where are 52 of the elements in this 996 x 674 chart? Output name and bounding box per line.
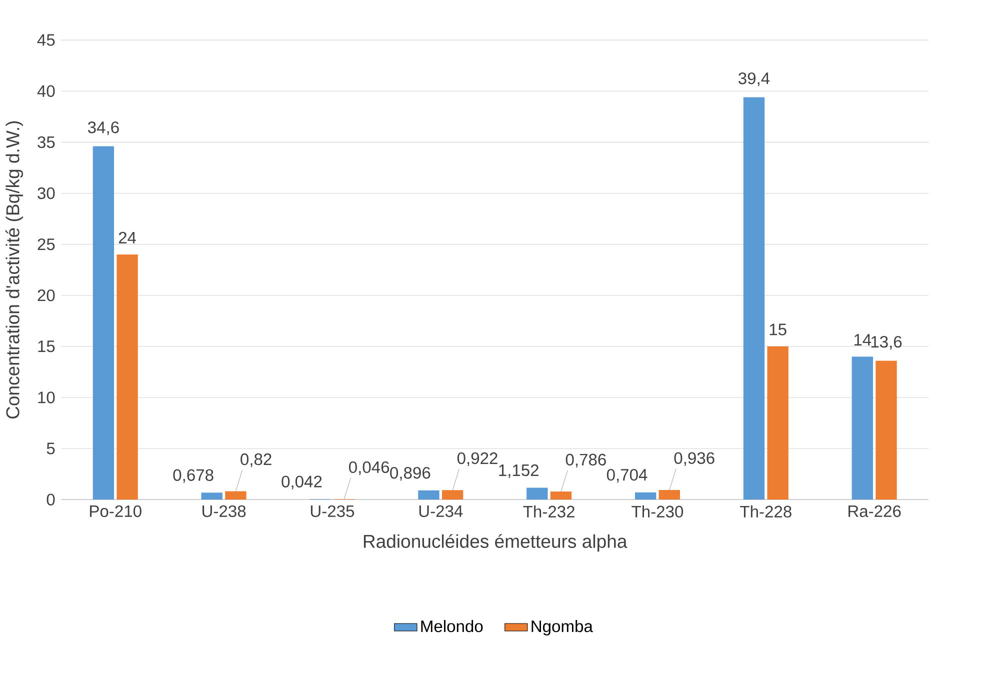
bar [201, 492, 222, 500]
data-label: 0,042 [282, 476, 322, 490]
data-label: 34,6 [88, 121, 119, 135]
bar [658, 490, 680, 500]
y-tick-label: 35 [38, 136, 55, 148]
legend-label: Ngomba [532, 620, 593, 636]
x-axis-title: Radionucléides émetteurs alpha [364, 534, 628, 552]
y-tick-label: 20 [38, 289, 55, 302]
data-label: 13,6 [871, 336, 902, 350]
y-tick-label: 45 [37, 34, 55, 46]
data-label: 0,704 [606, 468, 648, 482]
data-label: 24 [118, 232, 136, 244]
x-tick-label: Ra-226 [848, 505, 901, 517]
data-label: 39,4 [738, 72, 770, 86]
x-tick-label: U-235 [310, 505, 354, 517]
bar [442, 490, 464, 500]
x-tick-label: Po-210 [90, 505, 142, 517]
data-label: 0,896 [390, 466, 430, 480]
bar [876, 360, 897, 500]
bar [634, 492, 656, 500]
x-tick-label: Th-232 [523, 505, 574, 518]
data-label: 0,82 [240, 453, 272, 467]
y-tick-label: 15 [38, 340, 55, 352]
y-tick-label: 0 [46, 494, 55, 506]
y-tick-label: 25 [38, 238, 55, 250]
x-tick-label: U-234 [419, 505, 463, 517]
bar [225, 491, 246, 500]
bar [743, 97, 765, 500]
x-tick-label: U-238 [202, 505, 246, 517]
y-tick-label: 5 [46, 442, 55, 454]
data-label: 0,786 [566, 454, 606, 468]
bar [116, 254, 138, 500]
bar [526, 488, 548, 500]
data-label: 0,678 [173, 469, 214, 483]
data-label: 14 [854, 334, 872, 346]
bar [92, 146, 114, 500]
y-tick-label: 40 [37, 85, 55, 97]
x-tick-label: Th-228 [740, 505, 792, 518]
legend-label: Melondo [421, 620, 483, 632]
data-label: 0,922 [457, 452, 498, 466]
data-label: 0,046 [349, 461, 390, 475]
y-tick-label: 10 [38, 391, 55, 404]
data-label: 0,936 [674, 452, 714, 466]
y-axis-title: Concentration d'activité (Bq/kg d.W.) [6, 121, 24, 418]
y-tick-label: 30 [38, 187, 55, 199]
data-label: 1,152 [499, 464, 538, 478]
x-tick-label: Th-230 [632, 505, 684, 518]
bar [418, 490, 440, 500]
data-label: 15 [770, 324, 786, 336]
bar [767, 346, 788, 500]
bar [550, 491, 572, 500]
bar [852, 356, 874, 500]
